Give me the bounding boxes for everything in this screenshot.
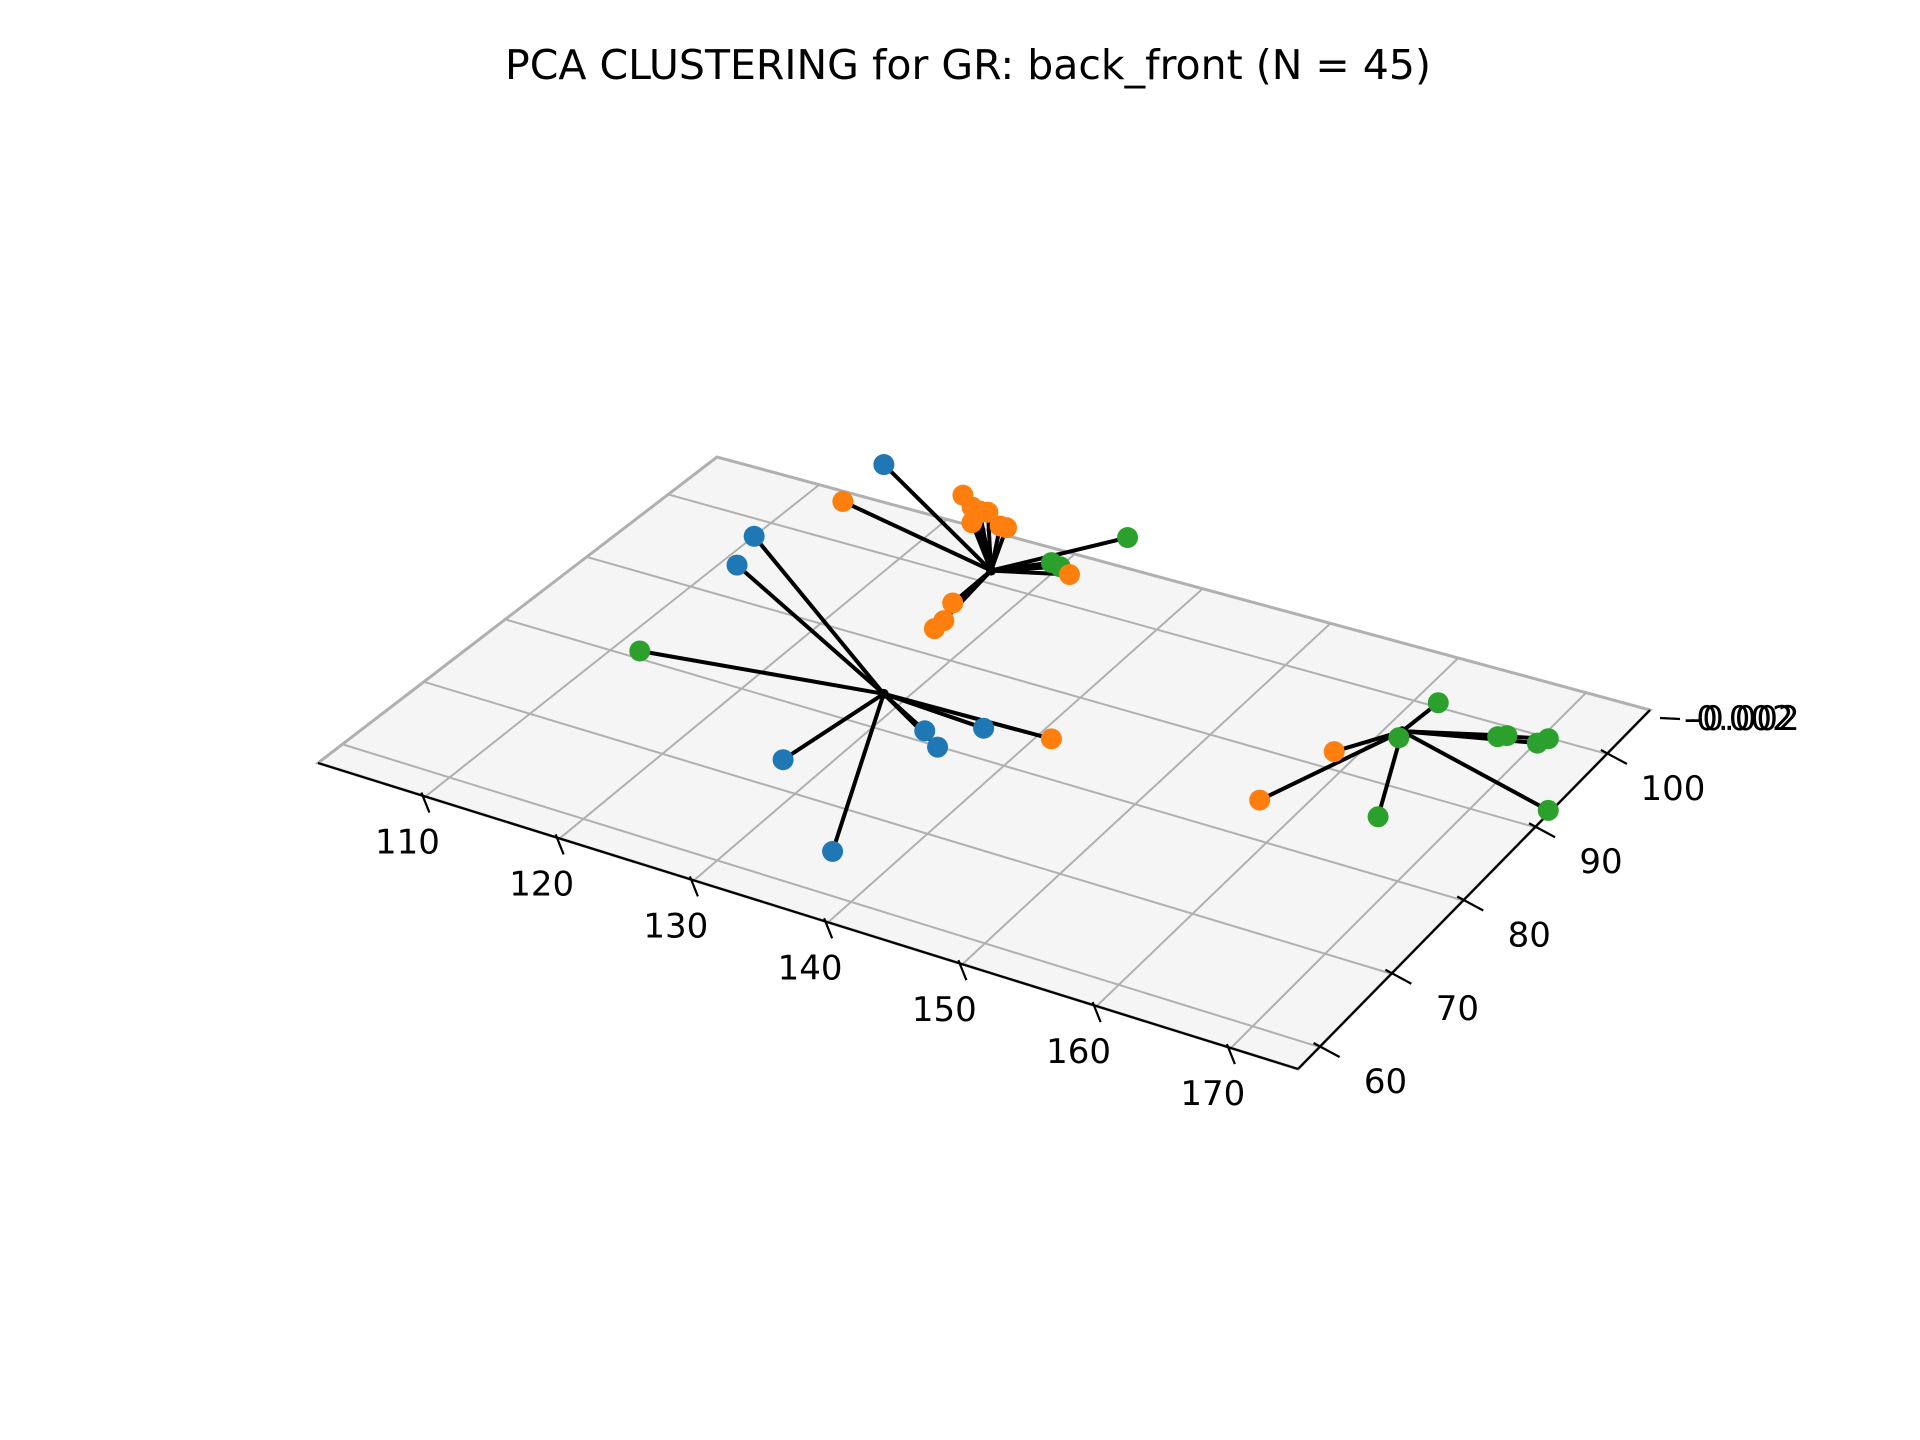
data-point-cluster-1 [942,592,964,614]
data-point-cluster-0 [914,720,936,742]
data-point-cluster-0 [973,717,995,739]
x-grid-line [1230,691,1587,1049]
data-point-cluster-0 [927,736,949,758]
data-point-cluster-1 [1323,741,1345,763]
y-tick-label: 60 [1364,1062,1407,1102]
x-tick-mark [420,792,431,813]
x-tick-mark [1225,1043,1236,1065]
centroid-link [883,691,1052,741]
data-point-cluster-2 [1537,728,1559,750]
z-tick-mark [1659,716,1681,721]
data-point-cluster-2 [1117,527,1139,549]
data-point-cluster-0 [873,454,895,476]
y-tick-mark [1600,748,1628,765]
y-grid-line [342,743,1320,1048]
data-point-cluster-1 [961,512,983,534]
x-tick-label: 120 [509,864,574,904]
centroid-link [752,534,886,696]
y-tick-mark [1313,1042,1341,1058]
data-point-cluster-1 [1249,789,1271,811]
data-point-cluster-1 [996,517,1018,539]
data-point-cluster-1 [1059,564,1081,586]
y-grid-line [586,555,1536,829]
y-grid-line [667,493,1608,755]
y-tick-label: 100 [1640,769,1705,809]
x-tick-label: 140 [778,948,843,988]
data-point-cluster-2 [629,640,651,662]
z-tick-label: -0.002 [1690,699,1800,739]
x-tick-label: 130 [643,906,708,946]
data-point-cluster-2 [1496,725,1518,747]
x-grid-line [559,518,948,840]
centroid-marker [986,565,997,576]
centroid-link [781,692,885,762]
centroid-link [639,649,885,696]
x-grid-line [1095,657,1459,1007]
x-tick-mark [688,875,699,897]
z-tick-label: -0.002 [1684,699,1794,739]
data-point-cluster-0 [822,840,844,862]
y-tick-label: 80 [1508,915,1551,955]
x-tick-mark [554,834,565,855]
y-tick-mark [1528,822,1556,839]
x-tick-mark [823,917,834,939]
data-point-cluster-2 [1427,692,1449,714]
y-axis-line [1297,709,1651,1070]
y-tick-label: 70 [1436,989,1479,1029]
centroid-link [1402,729,1549,741]
centroid-marker [878,688,889,699]
x-tick-label: 160 [1046,1032,1111,1072]
y-tick-mark [1384,968,1412,985]
x-tick-mark [957,959,968,981]
data-point-cluster-1 [1040,728,1062,750]
x-tick-label: 150 [912,990,977,1030]
data-point-cluster-1 [923,618,945,640]
data-point-cluster-2 [1537,799,1559,821]
x-tick-mark [1091,1001,1102,1023]
centroid-link [842,499,992,573]
y-tick-mark [1456,895,1484,912]
x-grid-line [827,587,1204,924]
x-axis-line [317,761,1299,1071]
data-point-cluster-0 [726,554,748,576]
data-point-cluster-0 [743,525,765,547]
chart-title: PCA CLUSTERING for GR: back_front (N = 4… [505,41,1431,89]
x-grid-line [961,622,1332,965]
centroid-link [882,463,993,573]
data-point-cluster-2 [1388,727,1410,749]
y-tick-label: 90 [1579,842,1622,882]
centroid-link [830,693,886,853]
x-grid-line [693,553,1076,882]
data-point-cluster-0 [772,749,794,771]
data-point-cluster-1 [832,490,854,512]
centroid-link [1401,729,1550,813]
x-tick-label: 110 [375,823,440,863]
centroid-link [990,535,1129,573]
data-point-cluster-2 [1367,806,1389,828]
x-tick-label: 170 [1180,1074,1245,1114]
y-grid-line [423,680,1392,975]
y-grid-line [505,618,1464,902]
centroid-link [1258,729,1404,802]
centroid-link [735,563,886,696]
